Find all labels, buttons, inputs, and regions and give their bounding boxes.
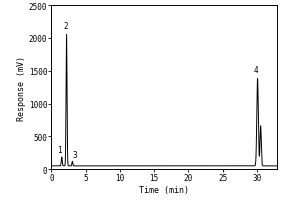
Y-axis label: Response (mV): Response (mV) (17, 55, 26, 120)
Text: 2: 2 (63, 22, 68, 31)
Text: 1: 1 (57, 145, 62, 154)
X-axis label: Time (min): Time (min) (140, 185, 189, 194)
Text: 4: 4 (253, 66, 258, 75)
Text: 3: 3 (72, 150, 77, 159)
